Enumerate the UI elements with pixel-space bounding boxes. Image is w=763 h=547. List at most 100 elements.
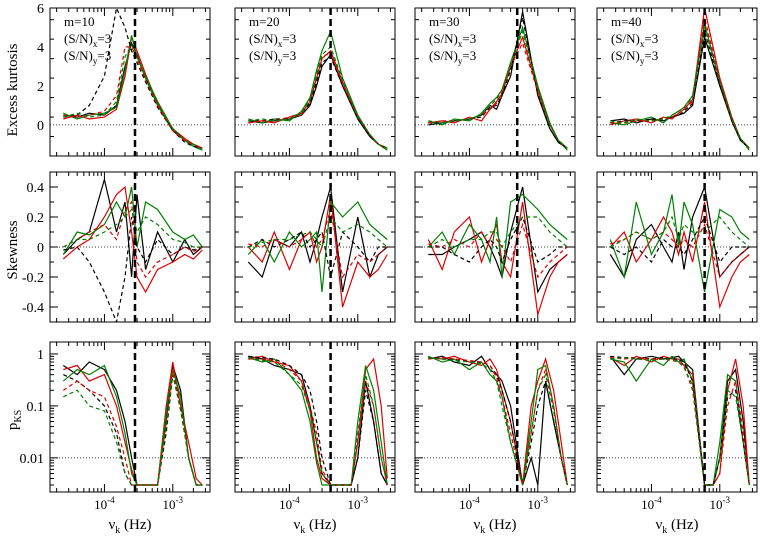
panel-frame xyxy=(596,341,758,493)
series-group xyxy=(427,186,568,315)
sny-base: (S/N) xyxy=(249,48,278,63)
x-tick-exp: -3 xyxy=(541,495,549,505)
y-tick-label: -0.4 xyxy=(22,301,44,316)
panel-label-sny: (S/N)y=3 xyxy=(64,48,111,66)
panel-label-m: m=40 xyxy=(611,14,641,29)
panel-label-m: m=20 xyxy=(249,14,279,29)
labels-layer: Excess kurtosis Skewness pKS xyxy=(5,43,24,430)
panel-frame xyxy=(49,7,211,157)
panel-frame xyxy=(49,341,211,493)
snx-tail: =3 xyxy=(282,31,296,46)
panel-r1-c0: -0.4 -0.2 0 0.2 0.4 xyxy=(22,171,211,323)
x-tick-base: 10 xyxy=(528,497,541,512)
snx-base: (S/N) xyxy=(249,31,278,46)
panel-frame xyxy=(234,341,396,493)
panel-frame xyxy=(414,7,576,157)
snx-sub: x xyxy=(458,39,463,49)
panel-label-snx: (S/N)x=3 xyxy=(64,31,111,49)
x-axis-label-unit: (Hz) xyxy=(667,517,698,533)
y-tick-label: 2 xyxy=(37,80,44,95)
snx-sub: x xyxy=(640,39,645,49)
snx-tail: =3 xyxy=(97,31,111,46)
x-tick-base: 10 xyxy=(641,497,654,512)
series-red-solid xyxy=(248,355,388,486)
panels-layer: 0246m=10(S/N)x=3(S/N)y=3m=20(S/N)x=3(S/N… xyxy=(20,2,758,536)
x-axis-label: νk (Hz) xyxy=(655,517,698,536)
y-tick-label: 0.1 xyxy=(27,400,45,415)
panel-r2-c2: 10-4 10-3 νk (Hz) xyxy=(414,341,576,536)
sny-sub: y xyxy=(640,56,645,66)
sny-base: (S/N) xyxy=(64,48,93,63)
y-tick-label: 0.4 xyxy=(27,181,45,196)
panel-label-snx: (S/N)x=3 xyxy=(611,31,658,49)
x-tick-label: 10-4 xyxy=(459,495,480,512)
sny-sub: y xyxy=(458,56,463,66)
series-red-dashed xyxy=(428,222,568,279)
snx-sub: x xyxy=(93,39,98,49)
x-tick-exp: -3 xyxy=(723,495,731,505)
series-green-dashed xyxy=(248,357,388,486)
series-group xyxy=(609,184,750,310)
sny-tail: =3 xyxy=(644,48,658,63)
snx-sub: x xyxy=(278,39,283,49)
series-red-dashed xyxy=(428,356,568,486)
x-tick-exp: -3 xyxy=(361,495,369,505)
sny-tail: =3 xyxy=(282,48,296,63)
series-green-solid xyxy=(610,355,750,486)
panel-r0-c1: m=20(S/N)x=3(S/N)y=3 xyxy=(234,7,396,157)
y-tick-label: 6 xyxy=(37,2,44,17)
ylabel-kurtosis: Excess kurtosis xyxy=(5,43,21,136)
series-green-dashed xyxy=(63,43,203,151)
snx-base: (S/N) xyxy=(429,31,458,46)
series-red-dashed xyxy=(610,17,750,149)
x-axis-label-main: ν xyxy=(108,517,115,533)
sny-base: (S/N) xyxy=(429,48,458,63)
sny-base: (S/N) xyxy=(611,48,640,63)
x-tick-label: 10-3 xyxy=(528,495,549,512)
series-green-dashed xyxy=(428,357,568,486)
x-tick-exp: -4 xyxy=(107,495,115,505)
series-group xyxy=(247,186,388,308)
svg-text:pKS: pKS xyxy=(5,410,24,430)
panel-r1-c2 xyxy=(414,171,576,323)
panel-frame xyxy=(414,341,576,493)
x-tick-label: 10-3 xyxy=(348,495,369,512)
series-group xyxy=(248,29,388,151)
snx-tail: =3 xyxy=(462,31,476,46)
x-axis-label: νk (Hz) xyxy=(108,517,151,536)
x-tick-base: 10 xyxy=(710,497,723,512)
series-black-dashed xyxy=(428,215,568,264)
x-axis-label-sub: k xyxy=(662,525,667,536)
x-tick-exp: -3 xyxy=(176,495,184,505)
panel-r2-c3: 10-4 10-3νk (Hz) xyxy=(596,341,758,536)
series-green-dashed xyxy=(428,216,568,249)
series-group xyxy=(610,8,750,151)
y-tick-label: 0 xyxy=(37,241,44,256)
x-tick-exp: -4 xyxy=(292,495,300,505)
x-axis-label-sub: k xyxy=(480,525,485,536)
x-tick-base: 10 xyxy=(348,497,361,512)
panel-label-snx: (S/N)x=3 xyxy=(249,31,296,49)
x-axis-label: νk (Hz) xyxy=(473,517,516,536)
x-tick-exp: -4 xyxy=(654,495,662,505)
panel-label-sny: (S/N)y=3 xyxy=(249,48,296,66)
y-tick-label: 0 xyxy=(37,119,44,134)
series-green-solid xyxy=(247,200,388,293)
ylabel-pks: pKS xyxy=(5,410,24,430)
series-green-solid xyxy=(609,194,750,293)
y-tick-label: 0.2 xyxy=(27,211,45,226)
x-axis-label-unit: (Hz) xyxy=(305,517,336,533)
x-axis-label-unit: (Hz) xyxy=(120,517,151,533)
series-black-dashed xyxy=(428,357,568,486)
panel-r2-c1: 10-4 10-3νk (Hz) xyxy=(234,341,396,536)
panel-r0-c3: m=40 (S/N)x=3(S/N)y=3 xyxy=(596,7,758,157)
sny-sub: y xyxy=(278,56,283,66)
series-green-solid xyxy=(427,193,568,278)
panel-frame xyxy=(414,171,576,323)
x-axis-label-main: ν xyxy=(655,517,662,533)
sny-tail: =3 xyxy=(97,48,111,63)
snx-base: (S/N) xyxy=(64,31,93,46)
series-red-solid xyxy=(247,194,388,308)
y-tick-label: 0.01 xyxy=(20,452,45,467)
